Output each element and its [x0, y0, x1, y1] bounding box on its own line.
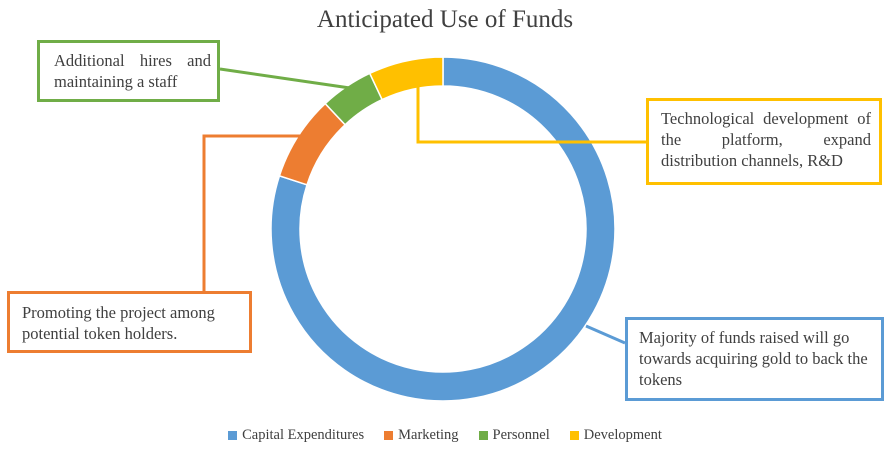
leader-personnel: [219, 67, 351, 90]
callout-development: Technological development of the platfor…: [646, 98, 882, 185]
legend-item-development: Development: [569, 427, 662, 444]
slice-marketing: [278, 102, 347, 186]
legend-label-development: Development: [583, 427, 662, 443]
callout-capital-expenditures: Majority of funds raised will go towards…: [625, 317, 884, 401]
legend-item-personnel: Personnel: [478, 427, 550, 444]
leader-marketing: [202, 134, 302, 291]
legend-label-capital-expenditures: Capital Expenditures: [242, 427, 365, 443]
legend-label-marketing: Marketing: [398, 427, 459, 443]
callout-marketing: Promoting the project among potential to…: [7, 291, 252, 353]
leader-capital-expenditures: [585, 324, 626, 345]
legend-item-capital-expenditures: Capital Expenditures: [228, 427, 364, 444]
chart-title: Anticipated Use of Funds: [316, 6, 574, 33]
legend-item-marketing: Marketing: [384, 427, 459, 444]
callout-personnel: Additional hires and maintaining a staff: [37, 40, 220, 102]
legend-swatch-personnel: [478, 431, 488, 440]
slice-development: [368, 56, 444, 101]
legend-swatch-development: [569, 431, 579, 440]
leader-development: [416, 84, 646, 144]
legend: Capital Expenditures Marketing Personnel…: [0, 427, 890, 444]
legend-swatch-marketing: [384, 431, 394, 440]
legend-label-personnel: Personnel: [492, 427, 550, 443]
legend-swatch-capital-expenditures: [228, 431, 238, 440]
slice-capital-expenditures: [270, 56, 616, 402]
